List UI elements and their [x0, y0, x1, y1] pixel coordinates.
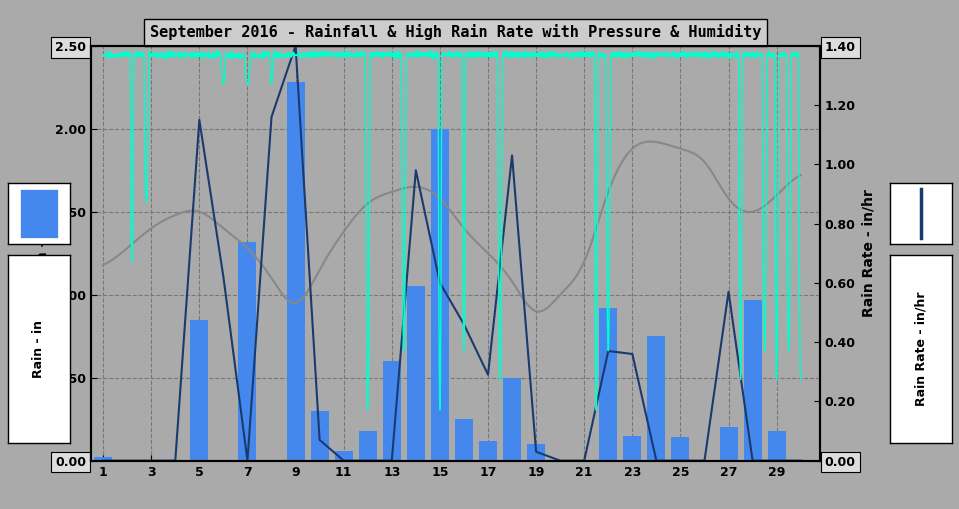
Bar: [599, 308, 618, 461]
Y-axis label: Rain Rate - in/hr: Rain Rate - in/hr: [861, 189, 876, 317]
Y-axis label: Rain - in: Rain - in: [35, 221, 50, 286]
Bar: [20, 189, 58, 238]
Bar: [671, 437, 690, 461]
Bar: [455, 419, 473, 461]
Bar: [335, 450, 353, 461]
Bar: [503, 378, 521, 461]
Bar: [190, 320, 208, 461]
Bar: [647, 336, 666, 461]
Bar: [383, 361, 401, 461]
Bar: [431, 129, 449, 461]
Bar: [239, 242, 256, 461]
Text: Rain Rate - in/hr: Rain Rate - in/hr: [915, 292, 927, 406]
Bar: [719, 428, 737, 461]
Bar: [94, 457, 112, 461]
Bar: [767, 431, 785, 461]
Bar: [743, 300, 761, 461]
Bar: [359, 431, 377, 461]
Title: September 2016 - Rainfall & High Rain Rate with Pressure & Humidity: September 2016 - Rainfall & High Rain Ra…: [150, 24, 761, 41]
Bar: [623, 436, 642, 461]
Bar: [479, 441, 497, 461]
Text: Rain - in: Rain - in: [33, 320, 45, 378]
Bar: [527, 444, 545, 461]
Bar: [407, 287, 425, 461]
Bar: [311, 411, 329, 461]
Bar: [287, 82, 305, 461]
